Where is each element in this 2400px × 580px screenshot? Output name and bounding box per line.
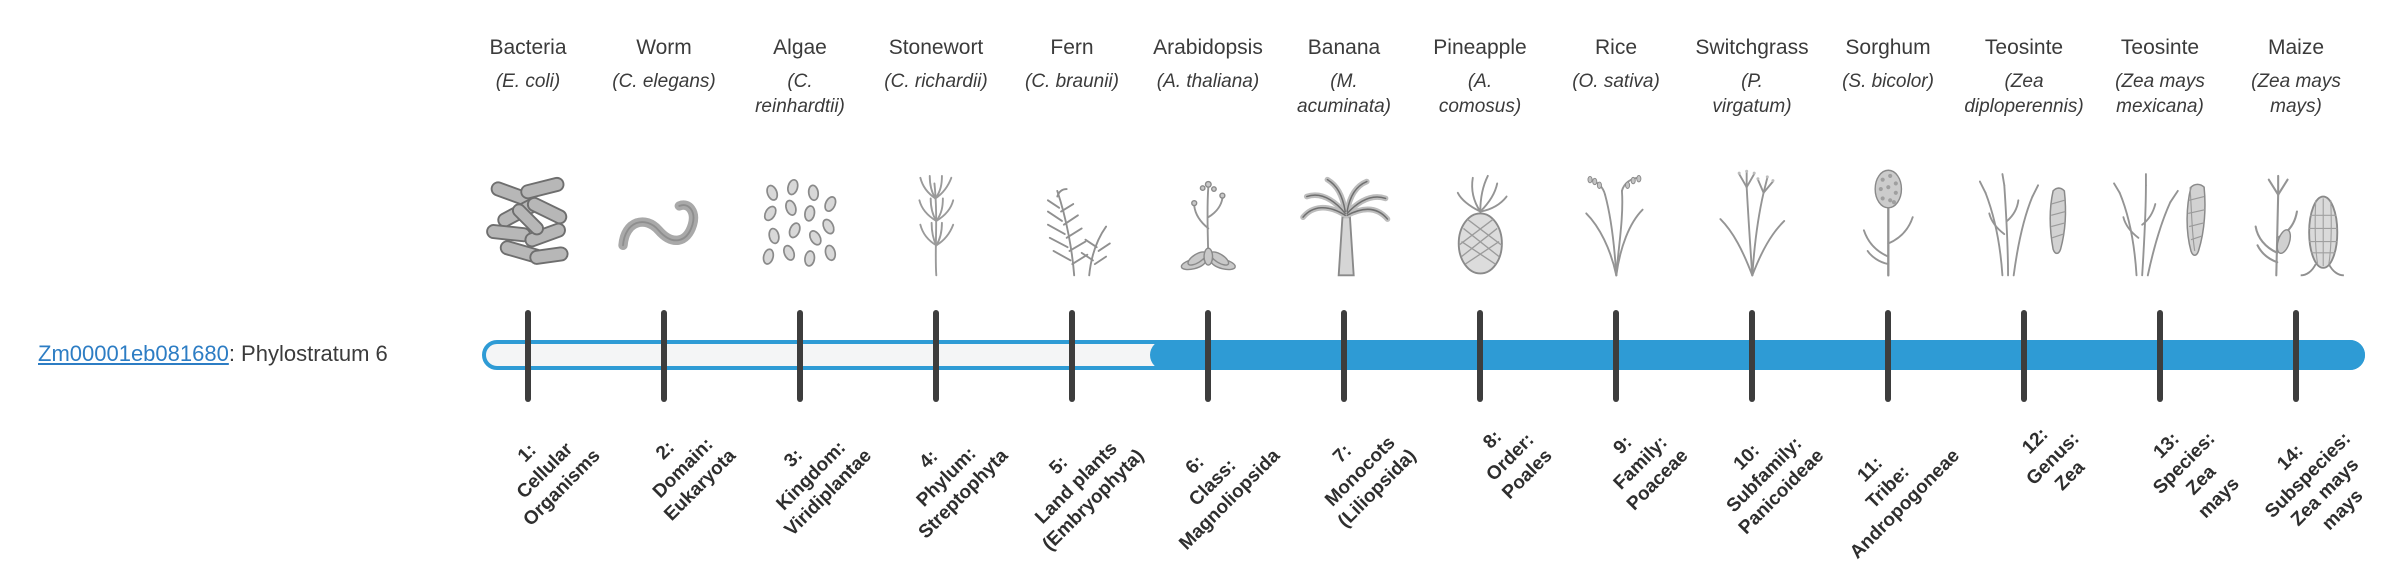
phylostratum-tick-13 (2157, 310, 2163, 402)
organism-column-11: Sorghum (S. bicolor) (1813, 36, 1963, 281)
organism-name: Arabidopsis (1153, 36, 1263, 59)
organism-column-8: Pineapple (A. comosus) (1405, 36, 1555, 281)
fern-icon (997, 131, 1147, 281)
teosinte-diploperennis-icon (1949, 131, 2099, 281)
organism-name: Bacteria (489, 36, 567, 59)
organism-scientific-name: (E. coli) (495, 71, 561, 92)
phylostratum-axis-label: 13: Species: Zea mays (2148, 428, 2244, 523)
phylostratum-axis-label: 12: Genus: Zea (2017, 424, 2089, 496)
phylostratum-tick-3 (797, 310, 803, 402)
sorghum-icon (1813, 131, 1963, 281)
phylostratum-axis-label: 7: Monocots (Liliopsida) (1320, 432, 1421, 533)
phylostratum-tick-7 (1341, 310, 1347, 402)
organism-name: Teosinte (1984, 36, 2064, 59)
phylostratum-axis-label: 10: Subfamily: Panicoideae (1722, 433, 1829, 539)
organism-column-5: Fern (C. braunii) (997, 36, 1147, 281)
arabidopsis-icon (1133, 131, 1283, 281)
organism-scientific-name: (S. bicolor) (1842, 71, 1934, 92)
gene-phylostratum-text: : Phylostratum 6 (228, 341, 388, 366)
phylostratum-tick-4 (933, 310, 939, 402)
phylostratum-axis-label: 4: Phylum: Streptophyta (912, 443, 1013, 544)
organism-column-9: Rice (O. sativa) (1541, 36, 1691, 281)
organism-column-4: Stonewort (C. richardii) (861, 36, 1011, 281)
pineapple-icon (1405, 131, 1555, 281)
organism-column-14: Maize (Zea mays mays) (2221, 36, 2371, 281)
organism-name: Sorghum (1845, 36, 1931, 59)
phylostratum-tick-2 (661, 310, 667, 402)
phylostratum-axis-label: 14: Subspecies: Zea mays mays (2261, 428, 2368, 535)
phylostratum-axis-label: 5: Land plants (Embryophyta) (1031, 437, 1149, 556)
phylostratum-axis-label: 8: Order: Poales (1479, 426, 1557, 504)
organism-name: Rice (1594, 36, 1637, 59)
organism-column-12: Teosinte (Zea diploperennis) (1949, 36, 2099, 281)
organism-column-10: Switchgrass (P. virgatum) (1677, 36, 1827, 281)
organism-name: Teosinte (2120, 36, 2200, 59)
organism-column-3: Algae (C. reinhardtii) (725, 36, 875, 281)
organism-scientific-name: (C. reinhardtii) (755, 71, 845, 118)
organism-name: Worm (636, 36, 692, 59)
phylostratum-tick-10 (1749, 310, 1755, 402)
gene-label: Zm00001eb081680: Phylostratum 6 (38, 341, 388, 367)
phylostratum-axis-label: 6: Class: Magnoliopsida (1175, 445, 1285, 555)
organism-column-2: Worm (C. elegans) (589, 36, 739, 281)
organism-name: Pineapple (1433, 36, 1527, 59)
organism-name: Algae (773, 36, 827, 59)
organism-scientific-name: (Zea mays mexicana) (2115, 71, 2205, 118)
switchgrass-icon (1677, 131, 1827, 281)
phylostratum-tick-6 (1205, 310, 1211, 402)
phylostratum-tick-12 (2021, 310, 2027, 402)
organism-scientific-name: (C. braunii) (1025, 71, 1119, 92)
bacteria-icon (453, 131, 603, 281)
organism-name: Stonewort (888, 36, 984, 59)
organism-name: Maize (2267, 36, 2325, 59)
organism-scientific-name: (Zea mays mays) (2251, 71, 2341, 118)
phylostratum-axis-label: 9: Family: Poaceae (1609, 431, 1693, 516)
banana-icon (1269, 131, 1419, 281)
organism-column-6: Arabidopsis (A. thaliana) (1133, 36, 1283, 281)
organism-scientific-name: (M. acuminata) (1297, 71, 1391, 118)
phylostratum-axis-label: 3: Kingdom: Viridiplantae (772, 437, 877, 541)
organism-scientific-name: (C. elegans) (612, 71, 716, 92)
organism-scientific-name: (C. richardii) (884, 71, 988, 92)
phylostratum-axis-label: 1: Cellular Organisms (512, 438, 605, 531)
organism-column-7: Banana (M. acuminata) (1269, 36, 1419, 281)
organism-column-13: Teosinte (Zea mays mexicana) (2085, 36, 2235, 281)
organism-name: Fern (1050, 36, 1094, 59)
phylostratum-tick-1 (525, 310, 531, 402)
phylostratum-tick-11 (1885, 310, 1891, 402)
phylostratum-axis-label: 2: Domain: Eukaryota (648, 433, 741, 526)
phylostratum-tick-14 (2293, 310, 2299, 402)
phylostratum-tick-8 (1477, 310, 1483, 402)
organism-name: Banana (1307, 36, 1381, 59)
gene-link[interactable]: Zm00001eb081680 (38, 341, 229, 366)
stonewort-icon (861, 131, 1011, 281)
organism-scientific-name: (A. thaliana) (1156, 71, 1260, 92)
phylostratum-tick-5 (1069, 310, 1075, 402)
phylostratum-bar-fill (1150, 340, 2365, 370)
maize-icon (2221, 131, 2371, 281)
organism-name: Switchgrass (1695, 36, 1809, 59)
phylostratum-tick-9 (1613, 310, 1619, 402)
teosinte-mexicana-icon (2085, 131, 2235, 281)
phylostratum-axis-label: 11: Tribe: Andropogoneae (1846, 445, 1965, 564)
organism-scientific-name: (P. virgatum) (1712, 71, 1792, 118)
algae-icon (725, 131, 875, 281)
organism-scientific-name: (A. comosus) (1438, 71, 1522, 118)
rice-icon (1541, 131, 1691, 281)
worm-icon (589, 131, 739, 281)
organism-scientific-name: (O. sativa) (1572, 71, 1660, 92)
organism-scientific-name: (Zea diploperennis) (1964, 71, 2084, 118)
organism-column-1: Bacteria (E. coli) (453, 36, 603, 281)
